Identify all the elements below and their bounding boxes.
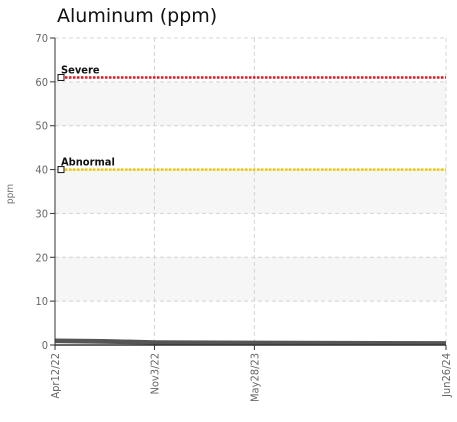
axes xyxy=(50,37,447,350)
y-tick-label: 40 xyxy=(35,164,48,177)
y-tick-label: 30 xyxy=(35,207,48,220)
chart-title: Aluminum (ppm) xyxy=(57,5,218,27)
x-tick-labels: Apr12/22 Nov3/22 May28/23 Jun26/24 xyxy=(49,353,453,402)
series-line xyxy=(54,338,447,344)
x-tick-label: Nov3/22 xyxy=(148,353,161,395)
x-tick-label: Apr12/22 xyxy=(49,353,62,399)
y-tick-labels: 0 10 20 30 40 50 60 70 xyxy=(35,32,48,352)
plot-band xyxy=(55,169,446,214)
series-lines xyxy=(54,338,447,345)
threshold-lines: Severe Abnormal xyxy=(57,63,446,174)
x-tick-label: May28/23 xyxy=(248,353,261,402)
plot-bands xyxy=(55,81,446,302)
y-tick-label: 70 xyxy=(35,32,48,45)
threshold-marker xyxy=(57,166,65,174)
y-tick-label: 50 xyxy=(35,120,48,133)
series-line xyxy=(54,340,446,345)
y-tick-label: 10 xyxy=(35,295,48,308)
y-tick-label: 20 xyxy=(35,251,48,264)
y-tick-label: 60 xyxy=(35,76,48,89)
y-axis-label: ppm xyxy=(5,184,16,204)
plot-band xyxy=(55,257,446,302)
x-tick-label: Jun26/24 xyxy=(440,353,453,398)
y-tick-label: 0 xyxy=(42,339,48,352)
plot-band xyxy=(55,81,446,126)
threshold-label: Abnormal xyxy=(61,156,115,169)
grid-lines xyxy=(54,37,447,345)
threshold-marker xyxy=(57,73,65,81)
threshold-label: Severe xyxy=(61,63,100,76)
